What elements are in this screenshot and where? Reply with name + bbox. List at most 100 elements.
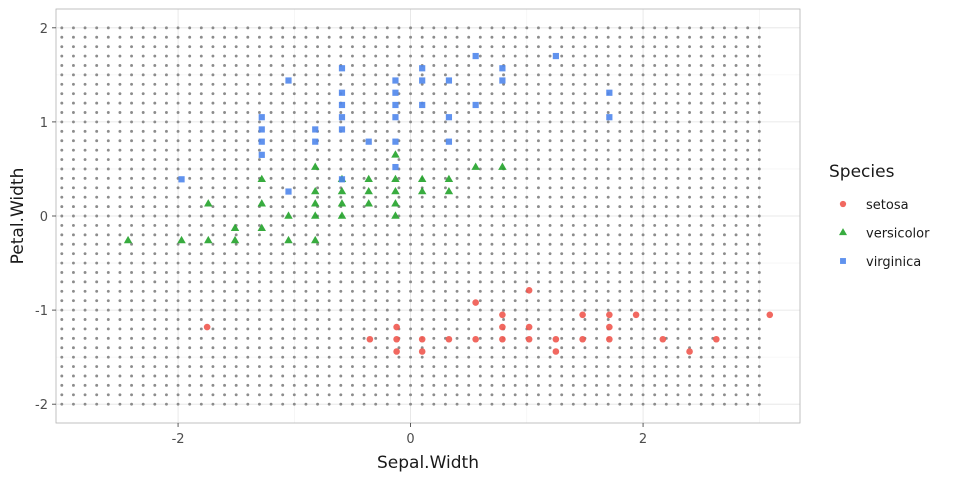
grid-point [362, 54, 366, 58]
grid-point [350, 129, 354, 133]
grid-point [339, 148, 343, 152]
grid-point [757, 402, 761, 406]
grid-point [734, 129, 738, 133]
grid-point [281, 383, 285, 387]
grid-point [83, 280, 87, 284]
grid-point [746, 299, 750, 303]
grid-point [618, 214, 622, 218]
grid-point [467, 205, 471, 209]
grid-point [153, 214, 157, 218]
virginica-point [338, 89, 346, 96]
grid-point [432, 346, 436, 350]
grid-point [176, 242, 180, 246]
grid-point [490, 393, 494, 397]
grid-point [757, 393, 761, 397]
grid-point [118, 223, 122, 227]
grid-point [513, 111, 517, 114]
grid-point [60, 82, 64, 86]
grid-point [606, 365, 610, 368]
grid-point [676, 158, 680, 161]
grid-point [409, 383, 413, 387]
grid-point [118, 186, 122, 190]
grid-point [141, 252, 145, 256]
grid-point [560, 374, 564, 378]
grid-point [292, 214, 296, 218]
grid-point [385, 45, 389, 49]
grid-point [443, 26, 447, 30]
grid-point [234, 120, 238, 124]
setosa-point [606, 311, 613, 319]
grid-point [71, 205, 75, 209]
grid-point [711, 63, 715, 67]
grid-point [339, 45, 343, 49]
grid-point [746, 318, 750, 321]
grid-point [560, 365, 564, 368]
grid-point [199, 374, 203, 378]
grid-point [443, 176, 447, 180]
grid-point [688, 261, 692, 265]
grid-point [722, 92, 726, 96]
grid-point [292, 129, 296, 133]
grid-point [199, 195, 203, 199]
grid-point [548, 54, 552, 58]
grid-point [60, 233, 64, 237]
grid-point [234, 383, 238, 387]
grid-point [281, 63, 285, 67]
grid-point [757, 120, 761, 124]
grid-point [211, 233, 215, 237]
grid-point [722, 374, 726, 378]
grid-point [536, 129, 540, 133]
grid-point [374, 374, 378, 378]
grid-point [734, 205, 738, 209]
grid-point [664, 205, 668, 209]
grid-point [83, 402, 87, 406]
grid-point [211, 101, 215, 105]
grid-point [536, 402, 540, 406]
grid-point [246, 148, 250, 152]
grid-point [711, 233, 715, 237]
grid-point [734, 195, 738, 199]
grid-point [83, 120, 87, 124]
grid-point [757, 214, 761, 218]
grid-point [502, 252, 506, 256]
grid-point [420, 261, 424, 265]
grid-point [223, 92, 227, 96]
grid-point [478, 261, 482, 265]
grid-point [211, 308, 215, 312]
grid-point [106, 92, 110, 96]
grid-point [467, 26, 471, 30]
grid-point [130, 148, 134, 152]
grid-point [281, 336, 285, 340]
grid-point [502, 214, 506, 218]
grid-point [618, 186, 622, 190]
grid-point [443, 393, 447, 397]
grid-point [339, 374, 343, 378]
grid-point [130, 271, 134, 274]
grid-point [548, 35, 552, 39]
grid-point [653, 167, 657, 171]
grid-point [304, 336, 308, 340]
grid-point [164, 101, 168, 105]
grid-point [490, 242, 494, 246]
grid-point [164, 148, 168, 152]
grid-point [478, 299, 482, 303]
grid-point [350, 336, 354, 340]
grid-point [606, 195, 610, 199]
grid-point [71, 346, 75, 350]
grid-point [583, 308, 587, 312]
grid-point [106, 261, 110, 265]
grid-point [188, 129, 192, 133]
grid-point [699, 167, 703, 171]
grid-point [83, 393, 87, 397]
grid-point [676, 271, 680, 274]
grid-point [176, 289, 180, 293]
grid-point [211, 158, 215, 161]
grid-point [664, 346, 668, 350]
grid-point [269, 289, 273, 293]
grid-point [734, 271, 738, 274]
grid-point [571, 299, 575, 303]
grid-point [420, 205, 424, 209]
grid-point [467, 54, 471, 58]
grid-point [153, 336, 157, 340]
grid-point [106, 280, 110, 284]
